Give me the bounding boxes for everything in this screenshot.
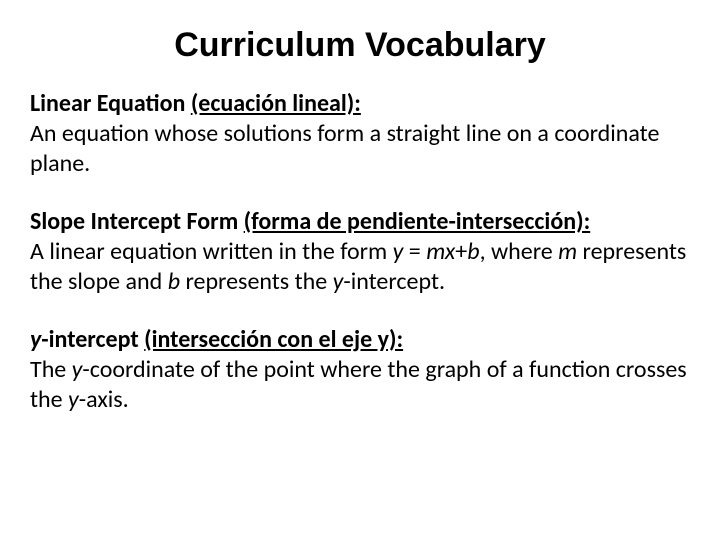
equation-mx: mx [426,237,455,266]
variable-b: b [168,267,180,296]
vocab-entry-linear-equation: Linear Equation (ecuación lineal): An eq… [30,89,690,179]
equation-y: y [393,237,404,266]
term-translation: (intersección con el eje y): [144,325,403,354]
variable-m: m [558,237,577,266]
slide-title: Curriculum Vocabulary [30,26,690,65]
vocab-entry-slope-intercept: Slope Intercept Form (forma de pendiente… [30,207,690,297]
variable-y: y [68,385,79,414]
term-line: Slope Intercept Form (forma de pendiente… [30,207,690,237]
definition-text: The y-coordinate of the point where the … [30,355,690,415]
slide: Curriculum Vocabulary Linear Equation (e… [0,0,720,540]
equation-b: b [467,237,479,266]
equation-plus: + [455,237,467,266]
variable-y: y [72,355,83,384]
term-text: Slope Intercept Form [30,207,244,236]
term-translation: (ecuación lineal): [191,89,361,118]
def-fragment: -intercept. [343,267,445,296]
term-text: -intercept [41,325,144,354]
definition-text: A linear equation written in the form y … [30,237,690,297]
def-fragment: A linear equation written in the form [30,237,393,266]
def-fragment: , where [480,237,559,266]
def-fragment: The [30,355,72,384]
term-line: y-intercept (intersección con el eje y): [30,325,690,355]
term-translation: (forma de pendiente-intersección): [244,207,591,236]
vocab-entry-y-intercept: y-intercept (intersección con el eje y):… [30,325,690,415]
definition-text: An equation whose solutions form a strai… [30,119,690,179]
variable-y: y [333,267,344,296]
term-text: Linear Equation [30,89,191,118]
term-lead-y: y [30,325,41,354]
equation-eq: = [403,237,426,266]
term-line: Linear Equation (ecuación lineal): [30,89,690,119]
def-fragment: represents the [180,267,333,296]
def-fragment: -axis. [79,385,129,414]
